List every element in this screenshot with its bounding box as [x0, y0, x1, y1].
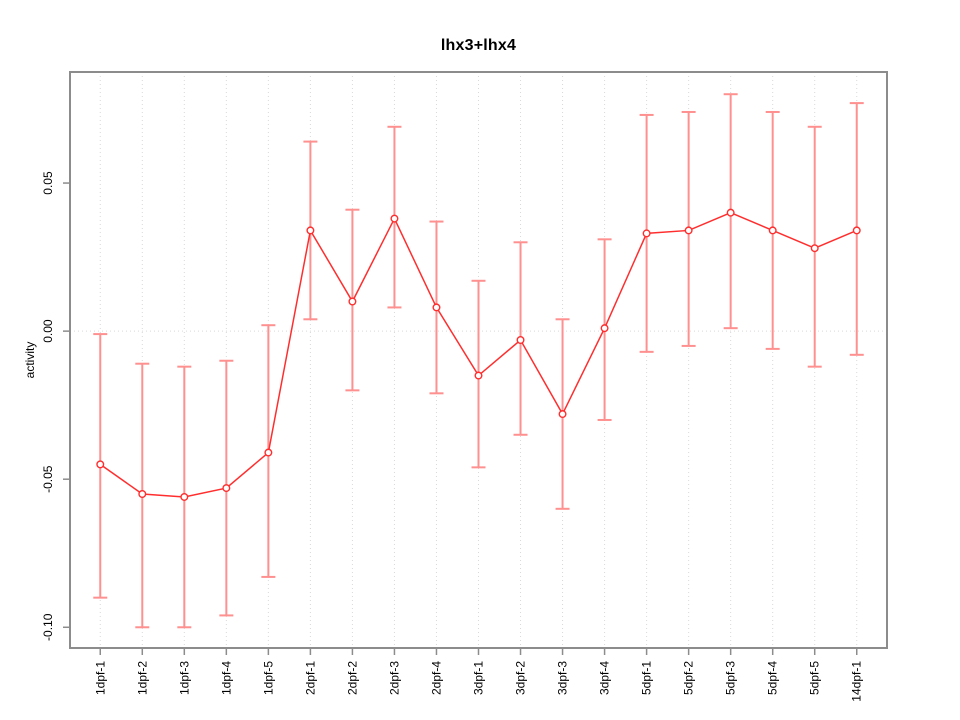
data-point [180, 492, 189, 501]
data-point [768, 226, 777, 235]
x-tick-label: 2dpf-1 [303, 661, 317, 695]
data-point [642, 229, 651, 238]
data-point [222, 484, 231, 493]
data-point [516, 336, 525, 345]
x-tick-label: 3dpf-1 [472, 661, 486, 695]
data-point [600, 324, 609, 333]
data-point [852, 226, 861, 235]
x-tick-label: 14dpf-1 [850, 661, 864, 702]
data-point [726, 208, 735, 217]
x-tick-label: 3dpf-3 [556, 661, 570, 695]
x-tick-label: 1dpf-1 [93, 661, 107, 695]
data-point [348, 297, 357, 306]
x-tick-label: 5dpf-3 [724, 661, 738, 695]
x-tick-label: 5dpf-5 [808, 661, 822, 695]
data-point [810, 244, 819, 253]
data-point [264, 448, 273, 457]
x-tick-label: 1dpf-3 [177, 661, 191, 695]
x-tick-label: 2dpf-3 [387, 661, 401, 695]
data-point [306, 226, 315, 235]
chart-title: lhx3+lhx4 [440, 37, 517, 54]
data-point [390, 214, 399, 223]
x-tick-label: 1dpf-5 [261, 661, 275, 695]
data-point [138, 490, 147, 499]
data-point [474, 371, 483, 380]
x-tick-label: 5dpf-2 [682, 661, 696, 695]
x-tick-label: 3dpf-4 [598, 661, 612, 695]
x-tick-label: 5dpf-4 [766, 661, 780, 695]
data-point [96, 460, 105, 469]
x-tick-label: 5dpf-1 [640, 661, 654, 695]
y-tick-label: 0.00 [41, 319, 55, 343]
x-tick-label: 2dpf-2 [345, 661, 359, 695]
data-point [684, 226, 693, 235]
data-point [432, 303, 441, 312]
y-tick-label: -0.10 [41, 613, 55, 641]
data-point [558, 410, 567, 419]
x-tick-label: 2dpf-4 [429, 661, 443, 695]
x-tick-label: 3dpf-2 [514, 661, 528, 695]
x-tick-label: 1dpf-2 [135, 661, 149, 695]
y-tick-label: 0.05 [41, 171, 55, 195]
x-tick-label: 1dpf-4 [219, 661, 233, 695]
y-tick-label: -0.05 [41, 465, 55, 493]
